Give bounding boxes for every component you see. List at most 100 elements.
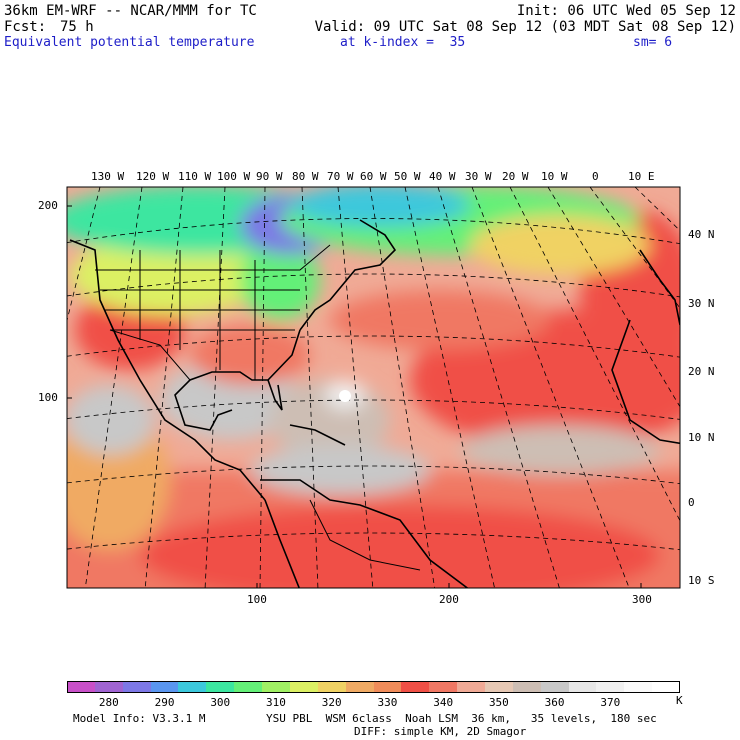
colorbar-swatch [540,681,569,693]
coast-iberia [639,249,680,326]
colorbar-label: 300 [210,696,231,709]
grid-y-label: 100 [38,391,58,404]
border-usa-mexico [109,329,191,381]
colorbar-label: 280 [98,696,119,709]
meridian-30w [471,187,630,588]
coast-greater-antilles [289,424,346,446]
lon-label: 50 W [394,170,421,183]
forecast-hour: 75 h [60,19,94,35]
lon-label: 30 W [465,170,492,183]
parallel-0 [67,465,680,485]
meridian-120w [84,187,143,588]
colorbar-swatch [652,681,681,693]
coast-gulf [174,329,301,431]
field-name: Equivalent potential temperature [4,35,255,50]
colorbar-label: 370 [600,696,621,709]
colorbar-swatch [457,681,486,693]
meridian-50w [404,187,495,588]
colorbar-swatch [234,681,263,693]
lon-label: 70 W [327,170,354,183]
us-state-lines-horizontal [100,289,300,331]
coast-north-america-west [69,239,266,501]
frame-ticks [67,205,642,588]
colorbar-swatch [317,681,346,693]
colorbar-swatch [289,681,318,693]
colorbar-swatch [373,681,402,693]
graticule [67,187,680,588]
lon-label: 60 W [360,170,387,183]
colorbar-swatch [122,681,151,693]
coast-south-america-west [264,499,301,588]
lon-label: 100 W [217,170,251,183]
meridian-80w [301,187,319,588]
coast-florida [267,379,283,411]
meridian-100w [204,187,226,588]
colorbar-swatch [568,681,597,693]
colorbar-swatch [94,681,123,693]
us-state-lines [139,250,256,380]
meridian-40w [437,187,560,588]
valid-time: Valid: 09 UTC Sat 08 Sep 12 (03 MDT Sat … [314,19,736,35]
forecast-label: Fcst: [4,19,47,35]
lat-label: 30 N [688,297,715,310]
field-itcz-west [250,445,430,495]
coastlines [69,219,680,588]
border-south-america [309,499,421,571]
colorbar-label: 310 [266,696,286,709]
colorbar-label: 330 [377,696,398,709]
meridian-10e [634,187,680,232]
grid-y-label: 200 [38,199,58,212]
meridian-0 [589,187,680,309]
colorbar-swatch [262,681,291,693]
colorbar-unit: K [676,694,683,707]
coast-northeast [299,219,397,331]
colorbar-swatch [67,681,95,693]
lat-label: 10 N [688,431,715,444]
colorbar-label: 350 [488,696,509,709]
colorbar-swatch [206,681,235,693]
lon-label: 130 W [91,170,125,183]
meridian-70w [337,187,374,588]
lat-label: 10 S [688,574,715,587]
grid-x-label: 200 [439,593,459,606]
lon-label: 10 W [541,170,568,183]
meridian-10w [547,187,680,408]
map-frame [66,186,681,589]
meridian-20w [509,187,680,522]
colorbar-swatch [484,681,513,693]
tropical-storm-center [339,390,351,402]
init-time: Init: 06 UTC Wed 05 Sep 12 [516,3,736,19]
colorbar-swatch [596,681,625,693]
lon-label: 110 W [178,170,212,183]
physics-info: YSU PBL WSM 6class Noah LSM 36 km, 35 le… [266,712,657,725]
colorbar-label: 340 [433,696,454,709]
lon-label: 120 W [136,170,170,183]
field-labrador [290,187,470,227]
grid-x-label: 300 [632,593,652,606]
meridian-130w [67,187,101,323]
political-borders [95,244,421,571]
colorbar-swatch [401,681,430,693]
parallel-20n [67,335,680,358]
lat-label: 40 N [688,228,715,241]
map-field [67,187,680,588]
field-ne-atlantic [470,215,650,275]
lat-label: 20 N [688,365,715,378]
lon-label: 80 W [292,170,319,183]
lon-label: 90 W [256,170,283,183]
colorbar-swatch [429,681,458,693]
colorbar-swatch [512,681,541,693]
diffusion-info: DIFF: simple KM, 2D Smagor [354,725,527,738]
field-s-america-hot [140,505,660,588]
model-info: Model Info: V3.3.1 M [73,712,206,725]
parallel-30n [67,273,680,298]
colorbar-label: 360 [544,696,565,709]
colorbar-swatch [345,681,374,693]
lon-label: 0 [592,170,599,183]
lon-label: 20 W [502,170,529,183]
colorbar-swatch [178,681,207,693]
meridian-90w [259,187,266,588]
coast-africa-west [611,319,680,445]
meridian-110w [144,187,184,588]
